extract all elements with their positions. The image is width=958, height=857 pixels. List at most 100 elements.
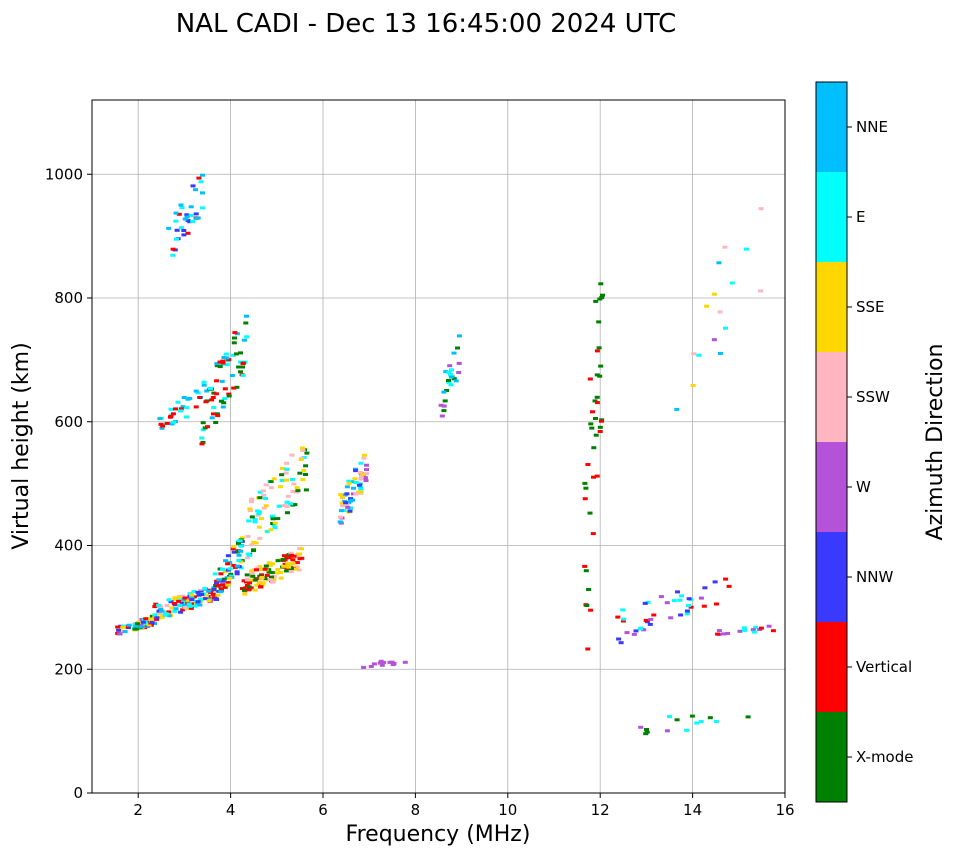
echo-mark — [339, 501, 345, 505]
echo-mark — [262, 577, 268, 581]
echo-mark — [348, 499, 354, 503]
echo-mark — [745, 715, 751, 719]
echo-mark — [651, 613, 657, 617]
echo-mark — [263, 483, 269, 487]
echo-mark — [600, 293, 605, 297]
echo-mark — [246, 585, 252, 589]
plot-area: 2 4 6 8 10 12 14 16 0 200 400 600 800 1000 — [45, 99, 795, 819]
echo-mark — [361, 665, 367, 669]
echo-mark — [371, 662, 377, 666]
echo-mark — [134, 622, 140, 626]
echo-mark — [292, 503, 298, 507]
echo-mark — [197, 396, 203, 399]
echo-mark — [180, 405, 186, 409]
echo-mark — [347, 509, 353, 513]
x-tick-label: 2 — [133, 801, 143, 819]
echo-mark — [240, 373, 246, 377]
echo-mark — [737, 629, 743, 633]
echo-mark — [268, 480, 274, 484]
echo-mark — [184, 406, 190, 410]
echo-mark — [220, 361, 226, 365]
echo-mark — [220, 405, 226, 409]
echo-mark — [218, 585, 224, 589]
echo-mark — [288, 570, 294, 573]
echo-mark — [225, 583, 231, 587]
echo-mark — [230, 353, 236, 357]
echo-mark — [166, 598, 172, 602]
echo-mark — [182, 596, 188, 600]
colorbar-tick-label: NNE — [856, 118, 888, 136]
echo-mark — [618, 641, 624, 645]
echo-mark — [587, 511, 593, 515]
echo-mark — [303, 464, 309, 468]
echo-mark — [173, 219, 179, 223]
echo-mark — [246, 588, 252, 592]
echo-mark — [210, 412, 216, 416]
echo-mark — [684, 609, 690, 613]
echo-mark — [221, 356, 227, 359]
echo-mark — [168, 407, 174, 411]
echo-mark — [346, 501, 352, 505]
echo-mark — [218, 590, 224, 594]
echo-mark — [159, 609, 165, 613]
echo-mark — [188, 213, 194, 217]
echo-mark — [209, 416, 215, 420]
echo-mark — [253, 541, 259, 545]
echo-mark — [446, 370, 452, 374]
echo-mark — [268, 575, 274, 579]
echo-mark — [164, 421, 170, 425]
echo-mark — [171, 420, 176, 424]
echo-mark — [231, 386, 237, 390]
echo-mark — [358, 487, 364, 491]
echo-mark — [642, 601, 648, 605]
echo-mark — [249, 543, 255, 547]
echo-mark — [191, 595, 197, 599]
echo-mark — [232, 336, 237, 340]
echo-mark — [448, 375, 454, 379]
echo-mark — [242, 592, 248, 596]
echo-mark — [189, 596, 195, 600]
echo-mark — [593, 417, 598, 420]
echo-mark — [116, 628, 122, 632]
echo-mark — [252, 517, 258, 521]
echo-mark — [677, 598, 683, 602]
x-tick-label: 10 — [498, 801, 517, 819]
echo-mark — [238, 370, 243, 374]
echo-mark — [252, 578, 258, 582]
echo-mark — [232, 331, 238, 335]
echo-mark — [648, 617, 654, 621]
echo-mark — [456, 371, 462, 374]
echo-mark — [203, 593, 209, 597]
x-tick-label: 4 — [226, 801, 236, 819]
echo-mark — [210, 592, 216, 596]
echo-mark — [226, 392, 232, 396]
echo-mark — [236, 365, 242, 369]
echo-mark — [263, 564, 269, 568]
echo-mark — [725, 631, 731, 635]
echo-mark — [262, 567, 268, 571]
echo-mark — [256, 581, 262, 585]
echo-mark — [247, 581, 253, 585]
echo-mark — [258, 585, 264, 589]
echo-mark — [234, 564, 240, 568]
echo-mark — [229, 374, 235, 377]
echo-mark — [701, 604, 707, 608]
echo-mark — [438, 403, 444, 407]
echo-mark — [364, 463, 369, 467]
echo-mark — [255, 509, 260, 513]
echo-mark — [198, 590, 204, 594]
echo-mark — [195, 391, 201, 395]
echo-mark — [169, 606, 175, 610]
echo-mark — [364, 468, 369, 472]
echo-mark — [264, 529, 270, 533]
echo-mark — [594, 395, 600, 399]
echo-mark — [231, 545, 237, 549]
colorbar-swatch — [816, 82, 847, 172]
echo-mark — [742, 628, 747, 632]
echo-mark — [260, 582, 266, 586]
echo-mark — [696, 353, 702, 357]
echo-mark — [278, 485, 284, 489]
echo-mark — [358, 461, 364, 465]
echo-mark — [244, 314, 249, 318]
echo-mark — [303, 473, 308, 476]
